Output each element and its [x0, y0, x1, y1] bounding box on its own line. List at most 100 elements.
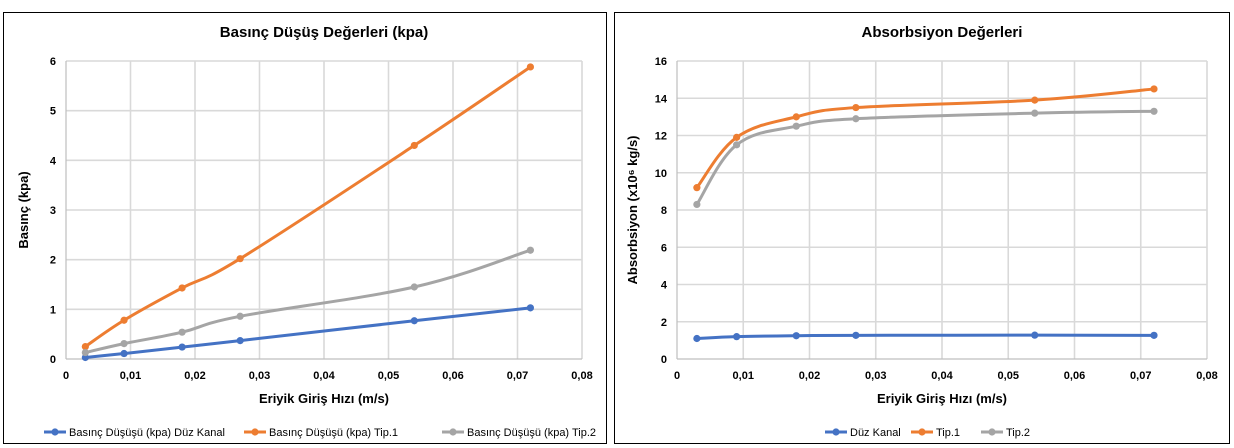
data-point	[1150, 107, 1158, 115]
legend-label: Basınç Düşüşü (kpa) Düz Kanal	[69, 427, 225, 439]
data-point	[1031, 109, 1039, 117]
data-point	[120, 340, 128, 348]
x-axis-title: Eriyik Giriş Hızı (m/s)	[877, 391, 1007, 406]
data-point	[526, 304, 535, 312]
data-point	[1031, 331, 1039, 339]
data-point	[792, 113, 800, 121]
data-point	[792, 332, 800, 340]
x-tick-label: 0,08	[1196, 370, 1217, 382]
data-point	[236, 337, 244, 345]
data-point	[178, 284, 186, 292]
legend-item: Tip.2	[981, 427, 1030, 439]
y-tick-label: 1	[50, 304, 56, 316]
y-tick-label: 14	[655, 93, 668, 105]
data-point	[852, 331, 860, 339]
legend-label: Tip.2	[1006, 427, 1030, 439]
chart-title: Basınç Düşüş Değerleri (kpa)	[220, 24, 428, 41]
legend-swatch-marker	[988, 428, 996, 436]
data-point	[410, 317, 418, 325]
data-point	[852, 115, 860, 123]
x-tick-label: 0,04	[931, 370, 953, 382]
y-tick-label: 16	[655, 56, 667, 68]
series-2	[81, 246, 535, 357]
data-point	[526, 246, 535, 254]
x-tick-label: 0,02	[799, 370, 820, 382]
legend-item: Basınç Düşüşü (kpa) Düz Kanal	[44, 427, 225, 439]
series-line	[85, 306, 531, 360]
data-point	[178, 328, 186, 336]
x-tick-label: 0,06	[442, 370, 463, 382]
legend-item: Tip.1	[911, 427, 960, 439]
x-tick-label: 0	[63, 370, 69, 382]
x-axis-title: Eriyik Giriş Hızı (m/s)	[259, 391, 389, 406]
series-1	[81, 63, 535, 351]
y-tick-label: 0	[661, 354, 667, 366]
y-tick-label: 0	[50, 354, 56, 366]
data-point	[526, 63, 535, 71]
y-tick-label: 6	[661, 242, 667, 254]
legend-label: Basınç Düşüşü (kpa) Tip.2	[467, 427, 596, 439]
x-tick-label: 0,03	[865, 370, 886, 382]
y-tick-label: 5	[50, 106, 56, 118]
legend-swatch-marker	[251, 428, 259, 436]
data-point	[120, 316, 128, 324]
y-tick-label: 2	[661, 317, 667, 329]
series-line	[85, 248, 531, 355]
x-tick-label: 0,07	[1130, 370, 1151, 382]
legend-swatch-marker	[51, 428, 59, 436]
chart-title: Absorbsiyon Değerleri	[862, 24, 1023, 41]
legend-swatch-marker	[918, 428, 926, 436]
data-point	[81, 342, 89, 351]
chart-panel-pressure-drop: Basınç Düşüş Değerleri (kpa) 0 0,01 0,02 0,…	[3, 12, 607, 444]
data-point	[410, 283, 418, 291]
x-tick-label: 0	[674, 370, 680, 382]
data-point	[733, 133, 741, 141]
legend-swatch-marker	[449, 428, 457, 436]
series-line	[696, 333, 1155, 341]
data-point	[733, 333, 741, 341]
legend-item: Basınç Düşüşü (kpa) Tip.1	[244, 427, 398, 439]
x-tick-label: 0,05	[378, 370, 399, 382]
y-tick-label: 6	[50, 56, 56, 68]
data-point	[693, 184, 701, 192]
pressure-drop-chart: Basınç Düşüş Değerleri (kpa) 0 0,01 0,02 0,…	[16, 24, 596, 439]
x-tick-label: 0,04	[313, 370, 335, 382]
y-axis-title: Basınç (kpa)	[16, 171, 31, 248]
y-tick-label: 10	[655, 168, 667, 180]
data-point	[236, 312, 244, 320]
data-point	[733, 141, 741, 149]
x-tick-label: 0,07	[507, 370, 528, 382]
legend-item: Düz Kanal	[825, 427, 901, 439]
data-point	[81, 348, 89, 357]
series-0	[693, 331, 1158, 343]
x-tick-label: 0,08	[571, 370, 592, 382]
y-tick-label: 4	[50, 155, 57, 167]
legend-label: Tip.1	[936, 427, 960, 439]
series-0	[81, 304, 535, 362]
y-tick-label: 4	[661, 280, 668, 292]
data-point	[236, 255, 244, 263]
data-point	[120, 349, 128, 358]
y-tick-label: 2	[50, 255, 56, 267]
data-point	[852, 103, 860, 112]
data-point	[792, 122, 800, 130]
legend-label: Düz Kanal	[850, 427, 901, 439]
y-tick-label: 12	[655, 131, 667, 143]
series-1	[693, 85, 1158, 192]
y-tick-label: 8	[661, 205, 667, 217]
data-point	[1150, 85, 1158, 93]
chart-panel-absorption: Absorbsiyon Değerleri 0 0,01 0,02 0,03 0,04 0…	[614, 12, 1230, 444]
series-2	[693, 107, 1158, 209]
x-tick-label: 0,01	[120, 370, 141, 382]
y-axis-title: Absorbsiyon (x10⁶ kg/s)	[625, 135, 640, 284]
legend-label: Basınç Düşüşü (kpa) Tip.1	[269, 427, 398, 439]
x-tick-label: 0,02	[184, 370, 205, 382]
data-point	[693, 200, 701, 209]
data-point	[1150, 331, 1158, 339]
x-tick-label: 0,05	[998, 370, 1019, 382]
data-point	[81, 353, 89, 362]
absorption-chart: Absorbsiyon Değerleri 0 0,01 0,02 0,03 0,04 0…	[625, 24, 1218, 439]
data-point	[693, 334, 701, 343]
legend-swatch-marker	[832, 428, 840, 436]
legend-item: Basınç Düşüşü (kpa) Tip.2	[442, 427, 596, 439]
